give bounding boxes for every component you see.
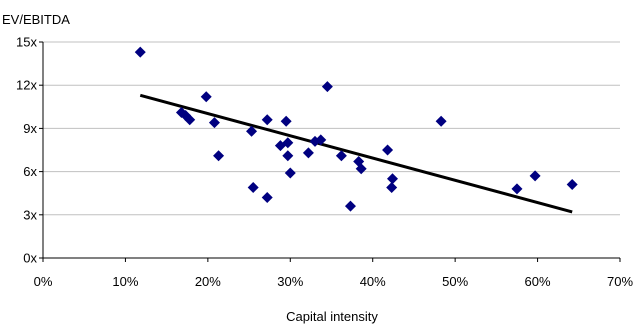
data-point [315,134,327,146]
data-point [184,114,196,126]
x-tick-label: 40% [360,274,386,289]
data-point [261,114,273,126]
data-point [321,81,333,93]
y-tick-label: 15x [16,35,37,50]
x-tick-label: 30% [277,274,303,289]
data-point [247,181,259,193]
data-point [280,115,292,127]
data-points [134,46,578,212]
data-point [382,144,394,156]
y-tick-labels: 0x 3x 6x 9x 12x 15x [16,35,37,266]
y-tick-label: 9x [23,121,37,136]
y-tick-label: 0x [23,251,37,266]
x-tick-label: 60% [525,274,551,289]
x-tick-labels: 0% 10% 20% 30% 40% 50% 60% 70% [34,274,634,289]
data-point [529,170,541,182]
axes [39,41,621,262]
trendline-group [139,93,573,214]
data-point [355,163,367,175]
x-tick-label: 50% [442,274,468,289]
y-tick-label: 6x [23,164,37,179]
data-point [134,46,146,58]
data-point [344,200,356,212]
x-axis-title: Capital intensity [286,309,378,324]
data-point [213,150,225,162]
data-point [282,137,294,149]
x-tick-label: 70% [607,274,633,289]
x-tick-label: 0% [34,274,53,289]
gridlines [43,41,620,216]
trendline [139,93,573,214]
data-point [200,91,212,103]
data-point [435,115,447,127]
data-point [282,150,294,162]
y-tick-label: 3x [23,207,37,222]
data-point [386,181,398,193]
data-point [261,192,273,204]
x-tick-label: 20% [195,274,221,289]
y-tick-label: 12x [16,78,37,93]
data-point [246,125,258,137]
data-point [335,150,347,162]
data-point [302,147,314,159]
data-point [284,167,296,179]
data-point [386,173,398,185]
data-point [511,183,523,195]
data-point [208,117,220,129]
x-tick-label: 10% [112,274,138,289]
y-axis-title: EV/EBITDA [2,12,70,27]
data-point [566,179,578,191]
